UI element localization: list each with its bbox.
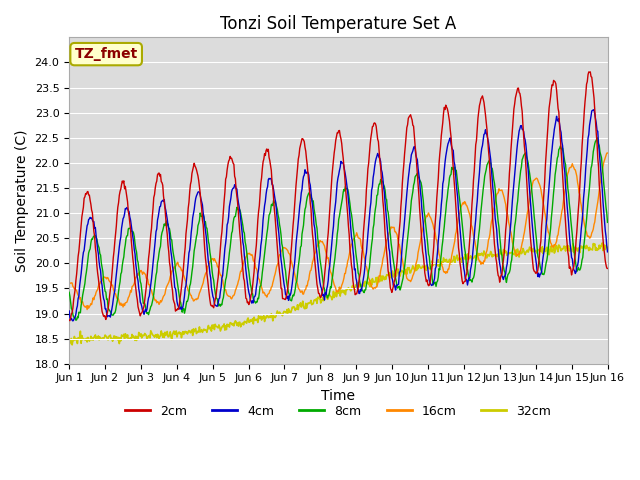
Text: TZ_fmet: TZ_fmet [74,47,138,61]
Y-axis label: Soil Temperature (C): Soil Temperature (C) [15,129,29,272]
Legend: 2cm, 4cm, 8cm, 16cm, 32cm: 2cm, 4cm, 8cm, 16cm, 32cm [120,400,556,423]
X-axis label: Time: Time [321,389,355,403]
Title: Tonzi Soil Temperature Set A: Tonzi Soil Temperature Set A [220,15,456,33]
